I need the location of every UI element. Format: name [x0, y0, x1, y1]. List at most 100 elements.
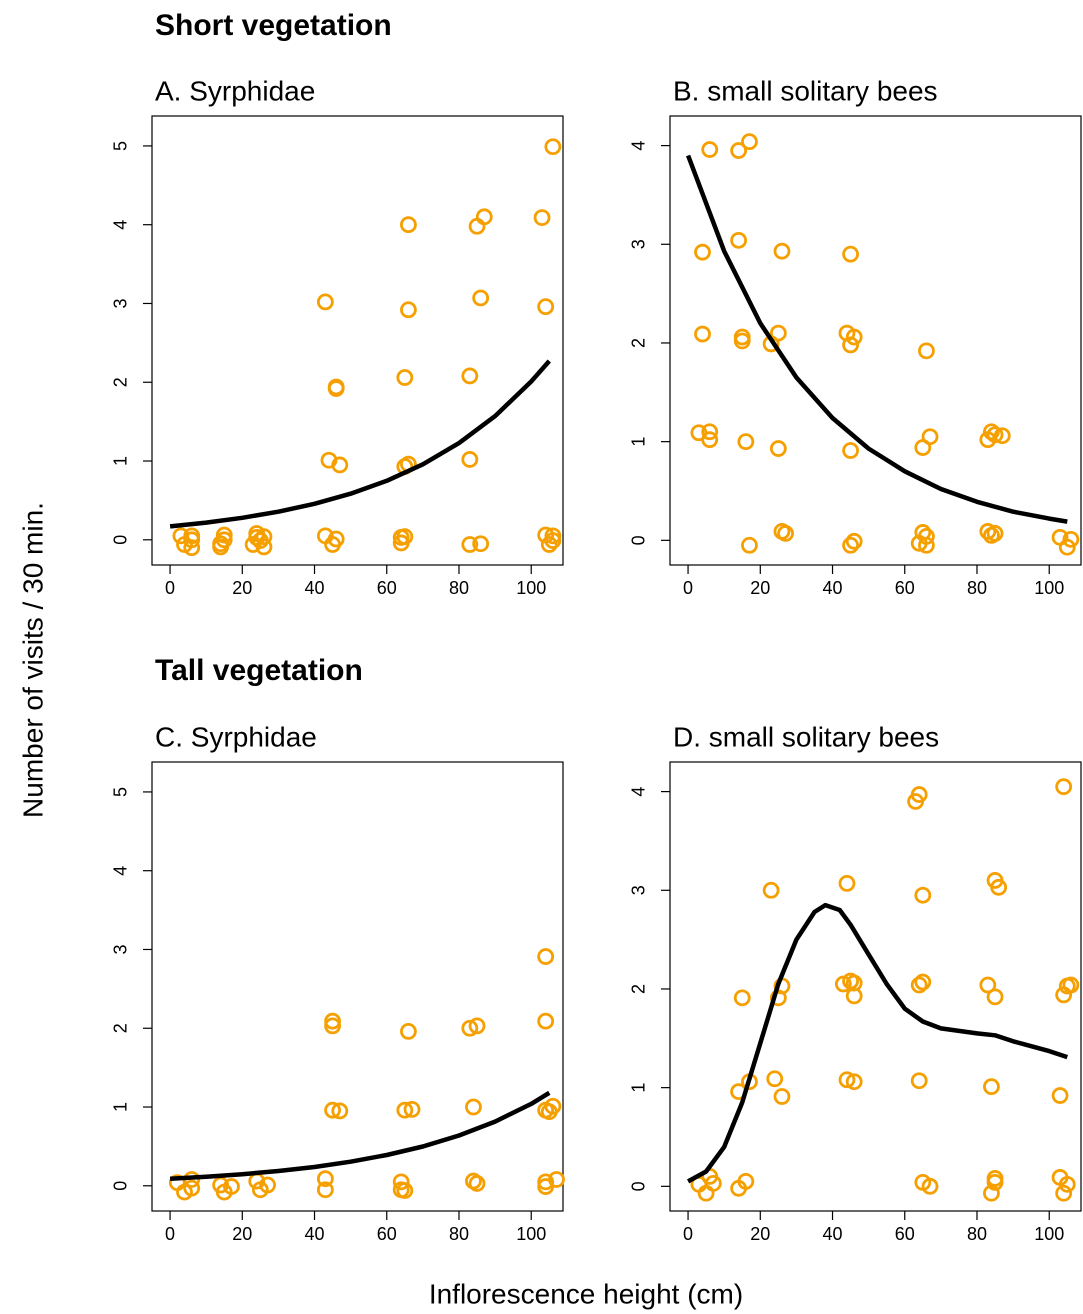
point [392, 1173, 410, 1191]
y-axis-label: Number of visits / 30 min. [17, 502, 48, 818]
point [465, 1098, 482, 1116]
point [544, 532, 562, 549]
point [986, 988, 1004, 1006]
point [472, 289, 490, 307]
panel-title: B. small solitary bees [673, 75, 938, 106]
point [548, 1171, 565, 1188]
point [223, 1178, 240, 1195]
point [921, 1177, 939, 1195]
panel-title: A. Syrphidae [155, 75, 315, 106]
x-tick-label: 60 [377, 1224, 397, 1244]
fit-curve [169, 359, 551, 529]
point [694, 325, 711, 343]
point [741, 536, 758, 554]
point [918, 536, 935, 554]
point [1055, 1184, 1073, 1202]
point [701, 431, 719, 449]
point [468, 1017, 486, 1035]
point [979, 523, 997, 540]
point [461, 451, 479, 468]
point [769, 324, 787, 342]
plot-box [151, 115, 564, 566]
point [461, 1019, 479, 1037]
x-tick-label: 100 [516, 1224, 546, 1244]
fit-curve [169, 1090, 551, 1181]
point [842, 336, 859, 354]
point [1062, 530, 1080, 548]
point [701, 141, 719, 158]
y-tick-label: 3 [629, 885, 649, 895]
point [331, 456, 349, 474]
x-tick-label: 20 [750, 578, 770, 598]
point [544, 1097, 562, 1115]
point [737, 433, 755, 451]
point [983, 1078, 1000, 1096]
point [331, 1102, 349, 1120]
point [400, 301, 417, 319]
y-tick-label: 4 [629, 141, 649, 151]
point [468, 1175, 486, 1192]
point [766, 1070, 784, 1088]
x-tick-label: 20 [232, 578, 252, 598]
y-tick-label: 5 [111, 787, 131, 797]
point [396, 1182, 414, 1199]
x-tick-label: 60 [895, 1224, 915, 1244]
x-tick-label: 0 [683, 1224, 693, 1244]
point [842, 442, 859, 459]
point [921, 428, 939, 446]
point [838, 874, 856, 892]
point [842, 245, 859, 263]
point [327, 378, 345, 396]
point [316, 1170, 334, 1188]
point [1055, 986, 1073, 1004]
point [986, 1170, 1004, 1187]
point [212, 538, 230, 556]
point [255, 538, 273, 556]
point [327, 530, 345, 548]
point [730, 1179, 748, 1197]
point [979, 976, 997, 994]
point [537, 298, 555, 316]
point [324, 1017, 341, 1035]
point [472, 535, 490, 553]
point [537, 1173, 555, 1191]
point [544, 527, 562, 545]
x-axis-label: Inflorescence height (cm) [429, 1278, 743, 1309]
point [537, 1012, 555, 1030]
point [762, 881, 780, 899]
y-tick-label: 0 [111, 535, 131, 545]
y-tick-label: 4 [111, 866, 131, 876]
point [1058, 538, 1076, 556]
point [730, 231, 748, 249]
plot-box [669, 115, 1082, 566]
point [838, 1071, 856, 1089]
point [1051, 1087, 1069, 1104]
panel-title: C. Syrphidae [155, 721, 317, 752]
point [461, 367, 479, 385]
point [461, 536, 479, 553]
point [701, 423, 719, 441]
point [990, 878, 1008, 896]
point [1062, 976, 1080, 994]
point [730, 142, 748, 159]
section-title: Short vegetation [155, 9, 392, 42]
point [773, 1088, 791, 1105]
point [910, 976, 928, 994]
x-tick-label: 0 [683, 578, 693, 598]
point [544, 138, 562, 156]
point [918, 342, 935, 360]
point [183, 539, 201, 557]
x-tick-label: 100 [516, 578, 546, 598]
x-tick-label: 100 [1034, 578, 1064, 598]
y-tick-label: 2 [629, 984, 649, 994]
point [914, 973, 932, 991]
point [259, 1176, 276, 1194]
point [777, 525, 794, 542]
point [986, 426, 1004, 444]
point [983, 1184, 1000, 1202]
point [845, 328, 863, 346]
point [316, 293, 334, 311]
point [842, 536, 859, 554]
x-tick-label: 80 [967, 578, 987, 598]
